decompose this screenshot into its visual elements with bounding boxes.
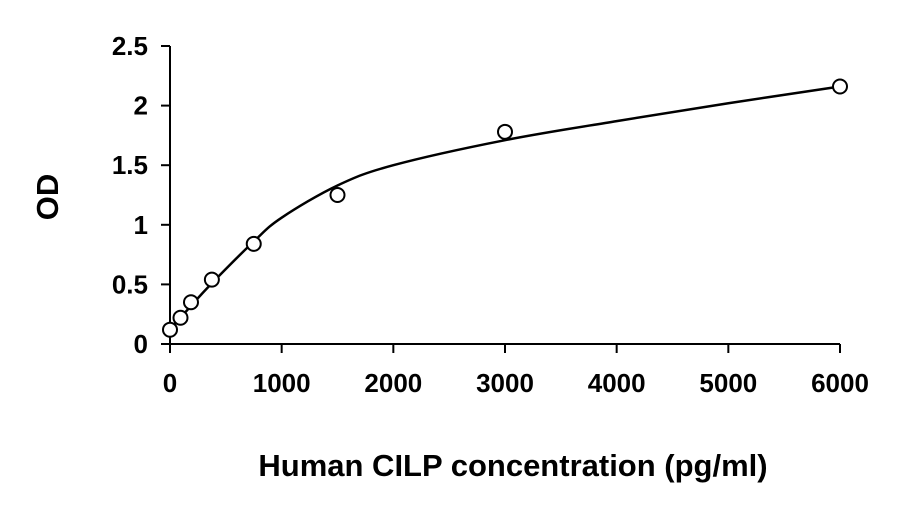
x-tick-label: 4000 xyxy=(588,368,646,398)
x-tick-label: 2000 xyxy=(364,368,422,398)
y-axis-title: OD xyxy=(30,174,65,221)
y-tick-label: 1.5 xyxy=(112,150,148,180)
x-ticks: 0 1000 2000 3000 4000 5000 6000 xyxy=(163,344,869,398)
x-tick-label: 1000 xyxy=(253,368,311,398)
y-tick-label: 2 xyxy=(134,91,148,121)
y-tick-label: 2.5 xyxy=(112,31,148,61)
fit-curve xyxy=(169,85,841,330)
x-axis-title: Human CILP concentration (pg/ml) xyxy=(258,448,767,483)
data-point xyxy=(182,294,199,311)
x-tick-label: 5000 xyxy=(699,368,757,398)
data-points xyxy=(162,78,848,338)
axes: 0 0.5 1 1.5 2 2.5 0 1000 2000 3000 4000 5000 6000 xyxy=(112,31,869,398)
y-tick-label: 0.5 xyxy=(112,269,148,299)
x-tick-label: 3000 xyxy=(476,368,534,398)
data-point xyxy=(832,78,848,95)
data-point xyxy=(162,321,178,338)
y-tick-label: 1 xyxy=(134,210,148,240)
y-ticks: 0 0.5 1 1.5 2 2.5 xyxy=(112,31,170,359)
y-tick-label: 0 xyxy=(134,329,148,359)
x-tick-label: 6000 xyxy=(811,368,869,398)
data-point xyxy=(203,271,220,288)
data-point xyxy=(245,235,262,252)
data-point xyxy=(172,309,189,326)
data-point xyxy=(329,187,346,203)
x-tick-label: 0 xyxy=(163,368,177,398)
data-point xyxy=(497,123,513,140)
fit-curve-layer xyxy=(169,85,841,330)
